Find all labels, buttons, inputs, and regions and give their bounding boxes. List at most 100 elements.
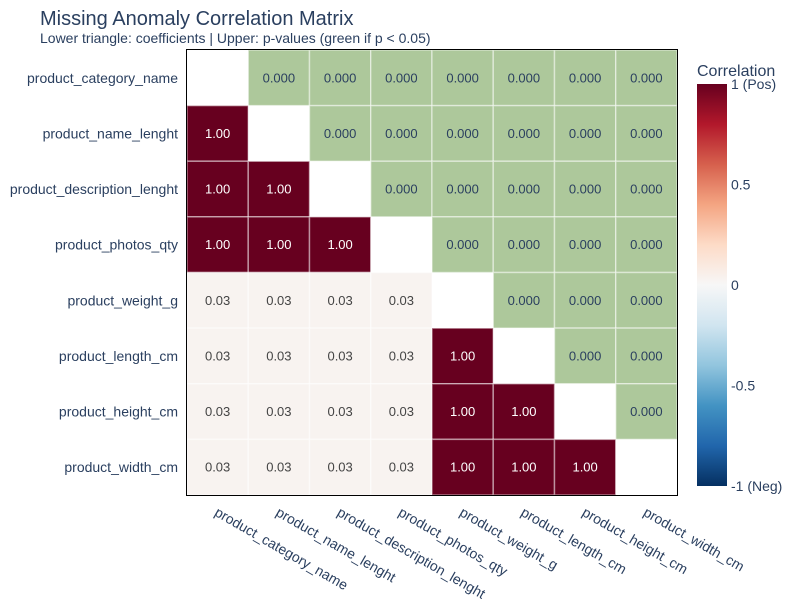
colorbar-tick-label: 1 (Pos)	[731, 76, 776, 92]
coefficient-label: 0.03	[266, 293, 291, 308]
heatmap-cell	[615, 160, 678, 218]
coefficient-label: 0.03	[327, 348, 352, 363]
heatmap-cell	[247, 49, 311, 107]
heatmap-cells: 0.000 0.000 0.000 0.000 0.000 0.000 0.000 1.00 0…	[186, 49, 678, 496]
heatmap-cell	[492, 438, 556, 496]
p-value-label: 0.000	[630, 348, 663, 363]
colorbar-gradient	[697, 84, 727, 486]
heatmap-cell	[553, 160, 617, 218]
coefficient-label: 0.03	[205, 348, 230, 363]
heatmap-cell	[370, 160, 433, 218]
p-value-label: 0.000	[385, 126, 418, 141]
y-tick-label: product_height_cm	[59, 404, 178, 420]
p-value-label: 0.000	[446, 182, 479, 197]
coefficient-label: 1.00	[511, 460, 536, 475]
p-value-label: 0.000	[446, 237, 479, 252]
coefficient-label: 1.00	[450, 460, 475, 475]
coefficient-label: 1.00	[450, 404, 475, 419]
colorbar-tick-label: -1 (Neg)	[731, 478, 782, 494]
p-value-label: 0.000	[324, 126, 357, 141]
colorbar-title: Correlation	[697, 63, 775, 80]
p-value-label: 0.000	[446, 126, 479, 141]
coefficient-label: 1.00	[205, 237, 230, 252]
heatmap-cell	[431, 383, 494, 441]
p-value-label: 0.000	[569, 126, 602, 141]
p-value-label: 0.000	[569, 348, 602, 363]
y-tick-label: product_category_name	[27, 70, 178, 86]
coefficient-label: 1.00	[450, 348, 475, 363]
heatmap-cell	[553, 49, 617, 107]
heatmap-cell	[247, 160, 311, 218]
heatmap-cell	[432, 272, 494, 329]
colorbar-tick-label: 0.5	[731, 177, 751, 193]
p-value-label: 0.000	[630, 182, 663, 197]
x-tick-label: product_height_cm	[580, 504, 691, 577]
heatmap-cell	[370, 383, 433, 441]
coefficient-label: 1.00	[327, 237, 352, 252]
coefficient-label: 0.03	[327, 460, 352, 475]
coefficient-label: 0.03	[327, 404, 352, 419]
heatmap-cell	[247, 327, 311, 385]
heatmap-cell	[431, 438, 494, 496]
heatmap-cell	[187, 50, 249, 106]
heatmap-cell	[493, 328, 555, 384]
heatmap-cell	[431, 160, 494, 218]
heatmap-cell	[308, 49, 372, 107]
heatmap-cell	[553, 438, 617, 496]
p-value-label: 0.000	[385, 182, 418, 197]
p-value-label: 0.000	[569, 70, 602, 85]
p-value-label: 0.000	[630, 404, 663, 419]
heatmap-cell	[186, 271, 249, 329]
coefficient-label: 0.03	[266, 348, 291, 363]
heatmap-cell	[247, 216, 311, 274]
coefficient-label: 0.03	[327, 293, 352, 308]
heatmap-cell	[615, 439, 677, 495]
p-value-label: 0.000	[508, 237, 541, 252]
heatmap-cell	[186, 327, 249, 385]
coefficient-label: 1.00	[572, 460, 597, 475]
x-tick-label: product_length_cm	[518, 504, 629, 577]
coefficient-label: 0.03	[389, 404, 414, 419]
colorbar-tick-labels: 1 (Pos) 0.5 0 -0.5 -1 (Neg)	[731, 76, 782, 494]
heatmap-cell	[492, 104, 556, 162]
heatmap-cell	[370, 438, 433, 496]
x-axis-tick-labels: product_category_nameproduct_name_lenght…	[212, 504, 747, 602]
coefficient-label: 0.03	[205, 460, 230, 475]
coefficient-label: 0.03	[389, 293, 414, 308]
heatmap-cell	[615, 383, 678, 441]
coefficient-label: 0.03	[389, 460, 414, 475]
heatmap-cell	[247, 438, 311, 496]
p-value-label: 0.000	[630, 126, 663, 141]
y-tick-label: product_photos_qty	[55, 237, 178, 253]
colorbar: Correlation 1 (Pos) 0.5 0 -0.5 -1 (Neg)	[697, 63, 782, 494]
heatmap-cell	[370, 104, 433, 162]
coefficient-label: 1.00	[266, 237, 291, 252]
p-value-label: 0.000	[508, 293, 541, 308]
coefficient-label: 1.00	[205, 126, 230, 141]
y-tick-label: product_name_lenght	[43, 125, 179, 141]
p-value-label: 0.000	[569, 293, 602, 308]
coefficient-label: 0.03	[389, 348, 414, 363]
p-value-label: 0.000	[630, 293, 663, 308]
y-axis-tick-labels: product_category_name product_name_lenght…	[10, 70, 178, 475]
p-value-label: 0.000	[385, 70, 418, 85]
p-value-label: 0.000	[508, 126, 541, 141]
coefficient-label: 0.03	[266, 404, 291, 419]
colorbar-tick-label: -0.5	[731, 378, 755, 394]
y-tick-label: product_description_lenght	[10, 181, 178, 197]
heatmap-cell	[309, 161, 371, 217]
heatmap-cell	[431, 327, 494, 385]
heatmap-cell	[553, 216, 617, 274]
x-tick-label: product_width_cm	[641, 504, 747, 575]
heatmap-cell	[248, 105, 310, 162]
heatmap-cell	[370, 216, 432, 273]
p-value-label: 0.000	[630, 70, 663, 85]
heatmap-cell	[492, 160, 556, 218]
plot-frame	[186, 49, 678, 496]
p-value-label: 0.000	[508, 182, 541, 197]
heatmap-cell	[615, 216, 678, 274]
chart-title: Missing Anomaly Correlation Matrix	[40, 8, 353, 30]
p-value-label: 0.000	[446, 70, 479, 85]
colorbar-tick-label: 0	[731, 277, 739, 293]
heatmap-cell	[554, 383, 616, 440]
